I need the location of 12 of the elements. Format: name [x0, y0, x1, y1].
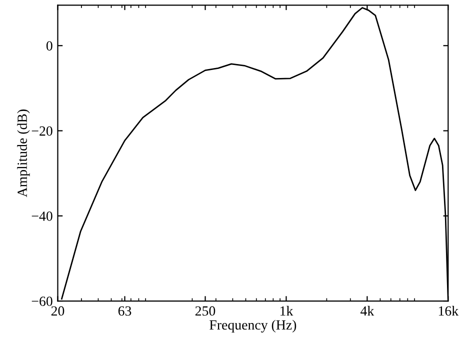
x-tick-label: 4k [360, 306, 374, 316]
x-tick-label: 1k [280, 306, 294, 316]
x-axis-title: Frequency (Hz) [210, 320, 296, 332]
y-tick-label: −60 [32, 296, 52, 306]
y-tick-label: −20 [32, 126, 52, 136]
y-axis-title: Amplitude (dB) [17, 110, 30, 198]
y-tick-label: −40 [32, 211, 52, 221]
x-tick-label: 16k [438, 306, 459, 316]
x-tick-label: 250 [195, 306, 216, 316]
x-tick-label: 20 [51, 306, 64, 316]
y-tick-label: 0 [46, 41, 52, 51]
x-tick-label: 63 [118, 306, 132, 316]
